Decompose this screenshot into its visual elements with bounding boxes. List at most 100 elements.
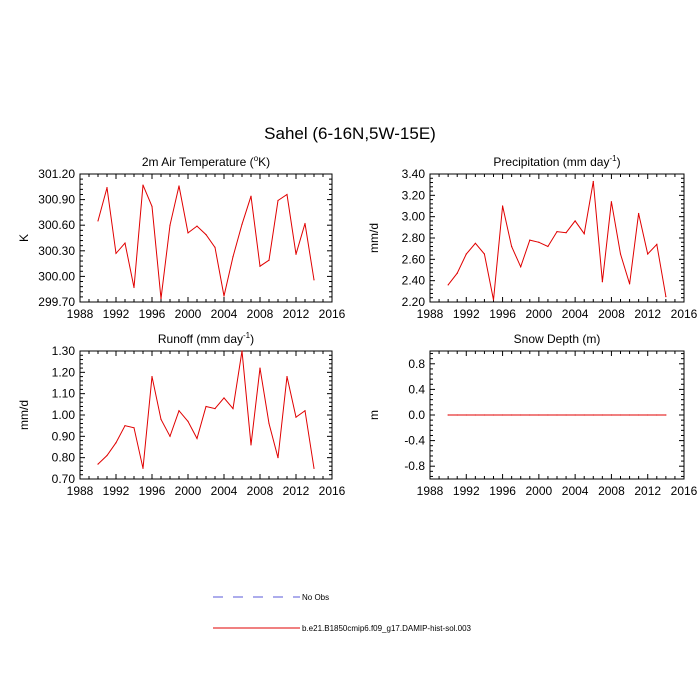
y-axis-label: m [367,410,381,420]
y-tick-label: 300.00 [38,269,75,283]
y-tick-label: 2.40 [402,274,426,288]
data-point [465,253,467,255]
x-tick-label: 2000 [175,307,202,321]
data-point [547,245,549,248]
panel-4: Snow Depth (m) m 1988 1992 1996 2000 2004 2008 2… [367,332,698,498]
data-point [259,367,261,369]
data-point [556,414,558,416]
panel-title-sup: -1 [243,331,251,340]
y-tick-label: 300.60 [38,218,75,232]
panel-title: 2m Air Temperature (oK) [142,154,270,169]
data-point [474,414,476,416]
data-point [205,405,207,408]
data-point [151,376,153,378]
data-point [592,180,594,183]
data-point [286,193,288,196]
data-point [656,243,658,245]
data-point [520,266,522,268]
data-point [547,414,549,416]
data-point [250,444,252,446]
y-tick-label: 1.20 [52,365,76,379]
data-point [250,195,252,197]
panel-title-end: ) [250,332,254,346]
data-point [268,422,270,425]
data-point [223,295,225,297]
data-point [574,220,576,222]
y-tick-label: 0.8 [408,357,425,371]
data-point [178,410,180,412]
panel-title-sup: o [254,154,259,163]
data-point [520,414,522,416]
panel-title-main: Snow Depth (m) [514,332,601,346]
data-point [656,414,658,416]
x-tick-label: 2004 [562,307,589,321]
data-point [160,418,162,420]
plot-frame [79,350,333,480]
data-point [647,414,649,416]
x-tick-label: 2004 [211,484,238,498]
panel-title-end: K) [258,155,270,169]
x-tick-label: 1992 [103,307,130,321]
data-point [196,437,198,440]
data-point [115,442,117,444]
panel-title: Precipitation (mm day-1) [493,154,620,169]
data-point [592,414,594,416]
data-point [492,414,495,416]
data-point [241,223,243,225]
data-point [169,224,171,226]
y-tick-label: 0.70 [52,472,76,486]
data-point [665,296,667,298]
y-tick-label: 0.4 [408,382,425,396]
legend-item-2: b.e21.B1850cmip6.f09_g17.DAMIP-hist-sol.… [213,624,472,633]
y-tick-label: -0.4 [404,434,425,448]
x-tick-label: 1996 [489,307,516,321]
x-tick-label: 2004 [562,484,589,498]
data-point [538,241,540,243]
x-tick-label: 2000 [526,307,553,321]
y-tick-label: 0.80 [52,451,76,465]
y-axis-label: K [17,234,31,242]
data-point [178,185,180,187]
data-point [628,283,631,285]
data-point [187,232,189,234]
panel-title: Snow Depth (m) [514,332,601,346]
y-tick-label: 2.60 [402,252,426,266]
data-point [124,242,126,244]
data-point [501,414,504,416]
series-line-1 [97,184,315,299]
data-point [286,376,288,378]
data-point [106,187,108,189]
data-point [160,297,162,300]
x-tick-label: 2000 [526,484,553,498]
legend: No Obs b.e21.B1850cmip6.f09_g17.DAMIP-his… [213,593,472,633]
data-point [456,272,458,274]
y-tick-label: 1.00 [52,408,76,422]
panel-1: 2m Air Temperature (oK) K 1988 1992 1996 2000… [17,154,346,321]
data-point [115,252,117,254]
data-point [447,414,449,416]
data-point [556,231,558,233]
data-point [277,199,279,202]
y-tick-label: 3.00 [402,210,426,224]
data-point [295,253,297,255]
data-point [619,253,622,255]
legend-label: No Obs [302,593,329,602]
panel-title-main: 2m Air Temperature ( [142,155,254,169]
data-point [277,457,279,459]
x-tick-label: 1988 [417,484,444,498]
data-point [601,414,603,416]
y-tick-label: 3.20 [402,188,426,202]
legend-label: b.e21.B1850cmip6.f09_g17.DAMIP-hist-sol.… [302,624,472,633]
data-point [106,454,108,457]
panel-2: Precipitation (mm day-1) mm/d 1988 1992 1996… [367,154,698,321]
panel-title-sup: -1 [609,154,617,163]
panel-title-main: Runoff (mm day [158,332,243,346]
x-tick-label: 1988 [67,307,94,321]
data-point [565,232,567,234]
data-point [601,281,603,283]
y-tick-label: 300.30 [38,244,75,258]
data-point [214,246,216,248]
y-axis-label: mm/d [17,400,31,430]
x-tick-label: 2016 [671,484,698,498]
